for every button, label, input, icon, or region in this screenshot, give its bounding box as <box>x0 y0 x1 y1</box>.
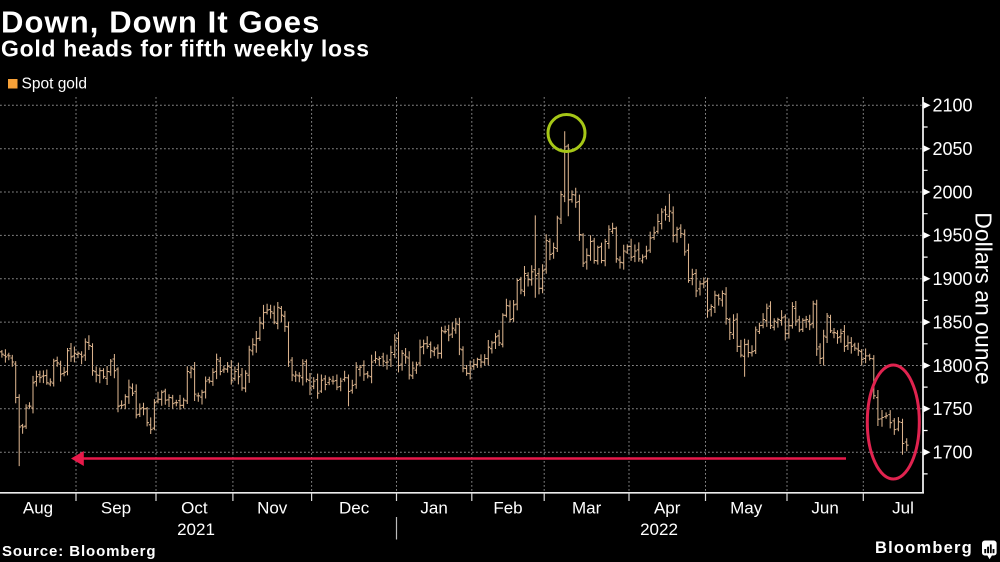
svg-text:Gold heads for fifth weekly lo: Gold heads for fifth weekly loss <box>1 36 370 62</box>
svg-text:2000: 2000 <box>933 182 973 202</box>
svg-text:2021: 2021 <box>177 520 215 539</box>
svg-text:1700: 1700 <box>933 443 973 463</box>
svg-text:Mar: Mar <box>572 499 602 518</box>
svg-text:Aug: Aug <box>23 499 53 518</box>
svg-text:Feb: Feb <box>493 499 522 518</box>
svg-text:Source: Bloomberg: Source: Bloomberg <box>2 543 156 560</box>
svg-text:1850: 1850 <box>933 312 973 332</box>
svg-text:Bloomberg: Bloomberg <box>875 539 973 557</box>
svg-text:Spot gold: Spot gold <box>22 76 88 93</box>
svg-text:Jun: Jun <box>811 499 838 518</box>
svg-text:1750: 1750 <box>933 399 973 419</box>
svg-text:Jan: Jan <box>420 499 447 518</box>
svg-text:2050: 2050 <box>933 139 973 159</box>
svg-text:Apr: Apr <box>654 499 681 518</box>
svg-text:Dollars an ounce: Dollars an ounce <box>971 212 997 385</box>
svg-text:Jul: Jul <box>892 499 914 518</box>
svg-text:May: May <box>730 499 763 518</box>
svg-text:Dec: Dec <box>339 499 370 518</box>
svg-text:2022: 2022 <box>640 520 678 539</box>
svg-text:Nov: Nov <box>257 499 288 518</box>
svg-text:Oct: Oct <box>181 499 208 518</box>
svg-text:1950: 1950 <box>933 226 973 246</box>
svg-text:1900: 1900 <box>933 269 973 289</box>
svg-text:Sep: Sep <box>101 499 131 518</box>
svg-text:Down, Down It Goes: Down, Down It Goes <box>1 5 320 40</box>
svg-text:2100: 2100 <box>933 96 973 116</box>
svg-text:1800: 1800 <box>933 356 973 376</box>
